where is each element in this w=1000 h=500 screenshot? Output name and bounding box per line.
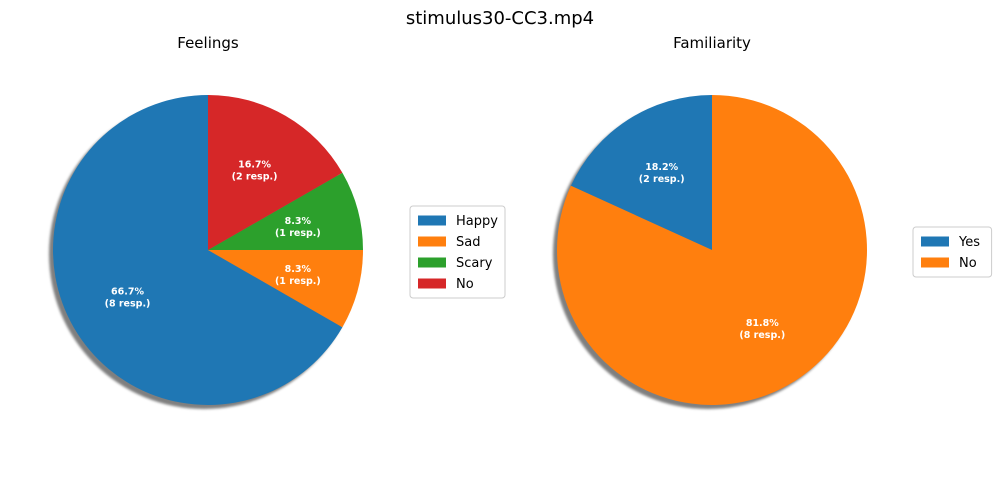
legend-label-no: No — [456, 277, 474, 292]
legend-familiarity: Yes No — [912, 226, 993, 278]
pie-slice-no — [208, 95, 343, 250]
pie-slice-no — [557, 95, 868, 405]
chart-title: Feelings — [177, 34, 239, 52]
pie-feelings: 66.7%(8 resp.)8.3%(1 resp.)8.3%(1 resp.)… — [49, 95, 363, 409]
slice-percent-label: 8.3% — [285, 264, 312, 275]
pie-slice-yes — [570, 95, 712, 250]
slice-percent-label: 81.8% — [746, 318, 779, 329]
legend-label-happy: Happy — [456, 214, 498, 229]
legend-label-scary: Scary — [456, 256, 493, 271]
legend-swatch-scary — [418, 257, 446, 268]
slice-count-label: (2 resp.) — [639, 174, 685, 185]
legend-swatch-happy — [418, 215, 446, 226]
legend-label-sad: Sad — [456, 235, 480, 250]
slice-count-label: (2 resp.) — [232, 172, 278, 183]
pie-familiarity: 18.2%(2 resp.) 81.8%(8 resp.) — [553, 95, 868, 409]
legend-frame — [409, 205, 506, 299]
slice-percent-label: 66.7% — [111, 287, 144, 298]
pie-chart-feelings: Feelings 66.7%(8 resp.)8.3%(1 resp.)8.3%… — [49, 34, 506, 409]
slice-count-label: (8 resp.) — [739, 330, 785, 341]
slice-count-label: (1 resp.) — [275, 228, 321, 239]
legend-swatch-yes — [921, 236, 949, 247]
pie-slice-happy — [53, 95, 343, 405]
pie-slice-sad — [208, 250, 363, 328]
pie-chart-familiarity: Familiarity 18.2%(2 resp.) 81.8%(8 resp.)… — [553, 34, 993, 409]
legend-label-yes: Yes — [958, 235, 980, 250]
slice-percent-label: 8.3% — [285, 216, 312, 227]
legend-swatch-no — [418, 278, 446, 289]
slice-percent-label: 16.7% — [238, 160, 271, 171]
chart-title: Familiarity — [673, 34, 751, 52]
legend-feelings: Happy Sad Scary No — [409, 205, 506, 299]
slice-count-label: (1 resp.) — [275, 276, 321, 287]
slice-count-label: (8 resp.) — [105, 299, 151, 310]
pie-slice-scary — [208, 172, 363, 250]
figure-title: stimulus30-CC3.mp4 — [406, 8, 594, 29]
slice-percent-label: 18.2% — [645, 162, 678, 173]
legend-label-no: No — [959, 256, 977, 271]
legend-swatch-sad — [418, 236, 446, 247]
legend-swatch-no — [921, 257, 949, 268]
